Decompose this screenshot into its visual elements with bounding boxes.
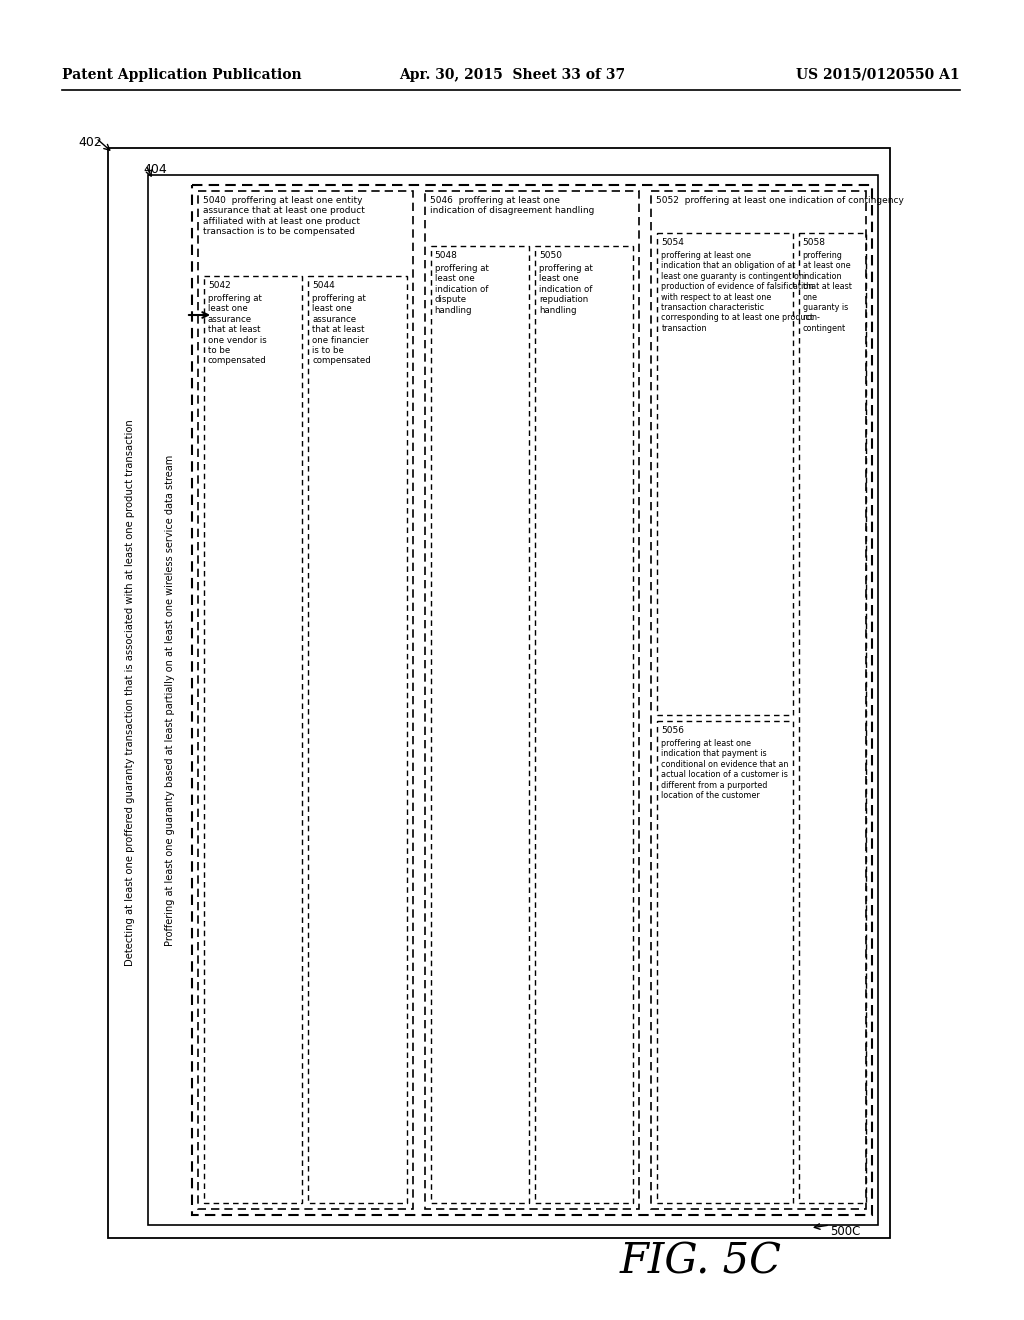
Text: 5040  proffering at least one entity
assurance that at least one product
affilia: 5040 proffering at least one entity assu… <box>203 195 365 236</box>
Text: 404: 404 <box>143 162 167 176</box>
Bar <box>657 234 793 715</box>
Text: 5054: 5054 <box>662 238 684 247</box>
Bar <box>425 191 639 1209</box>
Bar <box>799 234 866 1203</box>
Text: 5046  proffering at least one
indication of disagreement handling: 5046 proffering at least one indication … <box>430 195 594 215</box>
Text: 5052  proffering at least one indication of contingency: 5052 proffering at least one indication … <box>656 195 904 205</box>
Bar <box>204 276 302 1203</box>
Bar <box>198 191 413 1209</box>
Text: 5048: 5048 <box>434 251 458 260</box>
Text: proffering at least one
indication that an obligation of at
least one guaranty i: proffering at least one indication that … <box>662 251 814 333</box>
Text: FIG. 5C: FIG. 5C <box>620 1239 782 1282</box>
Text: 5058: 5058 <box>803 238 825 247</box>
Text: Apr. 30, 2015  Sheet 33 of 37: Apr. 30, 2015 Sheet 33 of 37 <box>399 69 625 82</box>
Text: 500C: 500C <box>830 1225 860 1238</box>
Text: proffering at
least one
indication of
dispute
handling: proffering at least one indication of di… <box>434 264 488 314</box>
Text: 5044: 5044 <box>312 281 335 290</box>
Text: 5050: 5050 <box>539 251 562 260</box>
Text: US 2015/0120550 A1: US 2015/0120550 A1 <box>797 69 961 82</box>
Bar <box>308 276 407 1203</box>
Bar <box>651 191 866 1209</box>
Bar <box>108 148 890 1238</box>
Bar <box>535 246 633 1203</box>
Bar <box>148 176 878 1225</box>
Text: Patent Application Publication: Patent Application Publication <box>62 69 302 82</box>
Text: 5056: 5056 <box>662 726 684 735</box>
Text: proffering at least one
indication that payment is
conditional on evidence that : proffering at least one indication that … <box>662 739 788 800</box>
Text: proffering at
least one
indication of
repudiation
handling: proffering at least one indication of re… <box>539 264 593 314</box>
Text: Detecting at least one proffered guaranty transaction that is associated with at: Detecting at least one proffered guarant… <box>125 420 135 966</box>
Text: proffering at
least one
assurance
that at least
one vendor is
to be
compensated: proffering at least one assurance that a… <box>208 294 266 366</box>
Text: 402: 402 <box>78 136 101 149</box>
Bar <box>193 185 872 1214</box>
Text: 5042: 5042 <box>208 281 230 290</box>
Text: Proffering at least one guaranty based at least partially on at least one wirele: Proffering at least one guaranty based a… <box>165 454 175 945</box>
Bar <box>431 246 529 1203</box>
Bar <box>657 721 793 1203</box>
Text: proffering at
least one
assurance
that at least
one financier
is to be
compensat: proffering at least one assurance that a… <box>312 294 371 366</box>
Text: proffering
at least one
indication
that at least
one
guaranty is
non-
contingent: proffering at least one indication that … <box>803 251 851 333</box>
